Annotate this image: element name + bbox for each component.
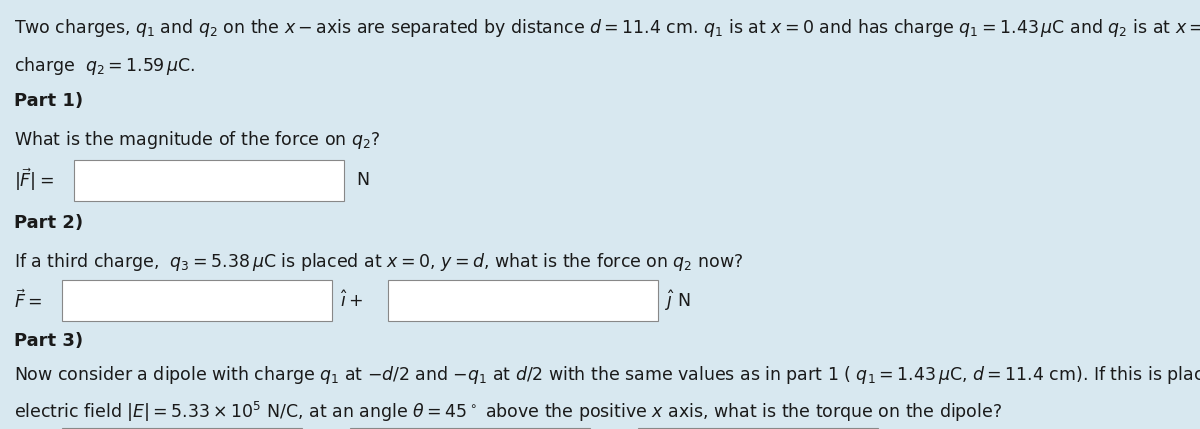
Text: charge  $q_2 = 1.59\,\mu$C.: charge $q_2 = 1.59\,\mu$C.: [14, 55, 196, 77]
Text: electric field $|E| = 5.33 \times 10^5$ N/C, at an angle $\theta = 45^\circ$ abo: electric field $|E| = 5.33 \times 10^5$ …: [14, 400, 1002, 424]
Text: N: N: [356, 171, 370, 189]
Text: Part 2): Part 2): [14, 214, 84, 233]
FancyBboxPatch shape: [638, 428, 878, 429]
Text: What is the magnitude of the force on $q_2$?: What is the magnitude of the force on $q…: [14, 129, 380, 151]
FancyBboxPatch shape: [74, 160, 344, 201]
FancyBboxPatch shape: [62, 428, 302, 429]
Text: Two charges, $q_1$ and $q_2$ on the $x-$axis are separated by distance $d = 11.4: Two charges, $q_1$ and $q_2$ on the $x-$…: [14, 17, 1200, 39]
Text: Part 3): Part 3): [14, 332, 84, 350]
Text: $\hat{\imath}+$: $\hat{\imath}+$: [340, 290, 362, 311]
Text: Part 1): Part 1): [14, 92, 84, 110]
Text: If a third charge,  $q_3 = 5.38\,\mu$C is placed at $x = 0,\, y = d$, what is th: If a third charge, $q_3 = 5.38\,\mu$C is…: [14, 251, 744, 273]
FancyBboxPatch shape: [62, 280, 332, 321]
Text: Now consider a dipole with charge $q_1$ at $-d/2$ and $-q_1$ at $d/2$ with the s: Now consider a dipole with charge $q_1$ …: [14, 364, 1200, 386]
FancyBboxPatch shape: [388, 280, 658, 321]
Text: $\hat{\jmath}$ N: $\hat{\jmath}$ N: [665, 288, 690, 313]
Text: $|\vec{F}| =$: $|\vec{F}| =$: [14, 167, 54, 193]
FancyBboxPatch shape: [350, 428, 590, 429]
Text: $\vec{F} =$: $\vec{F} =$: [14, 289, 42, 311]
